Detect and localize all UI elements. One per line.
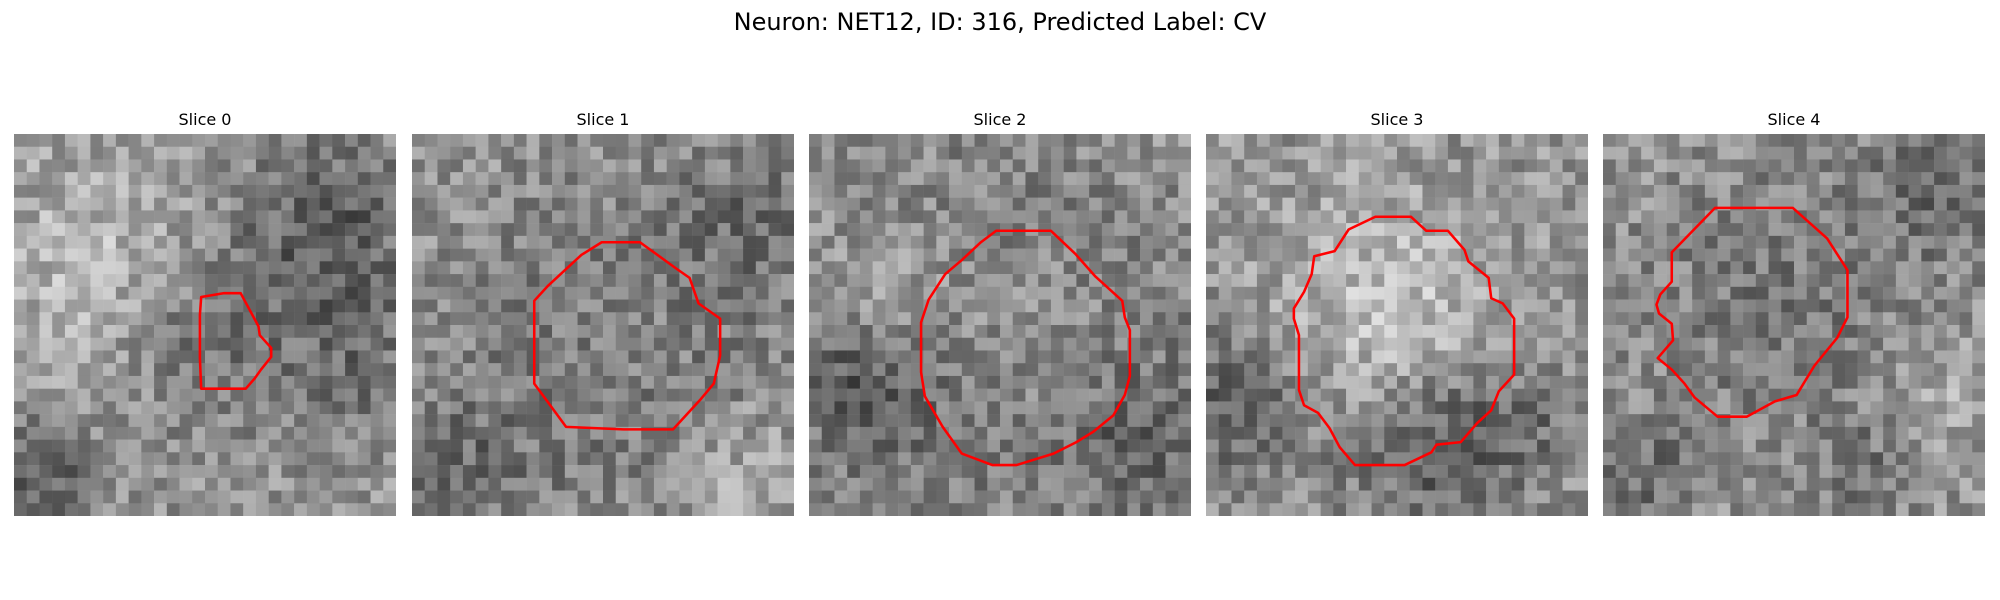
slice-title-3: Slice 3: [1206, 108, 1588, 132]
slice-title-4: Slice 4: [1603, 108, 1985, 132]
slice-panel-3: Slice 3: [1206, 108, 1588, 516]
slice-panel-0: Slice 0: [14, 108, 396, 516]
slice-title-0: Slice 0: [14, 108, 396, 132]
pixel-grid: [809, 134, 1191, 516]
pixel-grid: [14, 134, 396, 516]
slice-panel-4: Slice 4: [1603, 108, 1985, 516]
slice-image-4: [1603, 134, 1985, 516]
slice-image-1: [412, 134, 794, 516]
slice-image-0: [14, 134, 396, 516]
pixel-grid: [1206, 134, 1588, 516]
slice-panel-2: Slice 2: [809, 108, 1191, 516]
slice-image-3: [1206, 134, 1588, 516]
figure-title: Neuron: NET12, ID: 316, Predicted Label:…: [0, 8, 2000, 36]
slice-image-2: [809, 134, 1191, 516]
pixel-grid: [1603, 134, 1985, 516]
slice-panel-1: Slice 1: [412, 108, 794, 516]
pixel-grid: [412, 134, 794, 516]
slice-title-2: Slice 2: [809, 108, 1191, 132]
slice-title-1: Slice 1: [412, 108, 794, 132]
